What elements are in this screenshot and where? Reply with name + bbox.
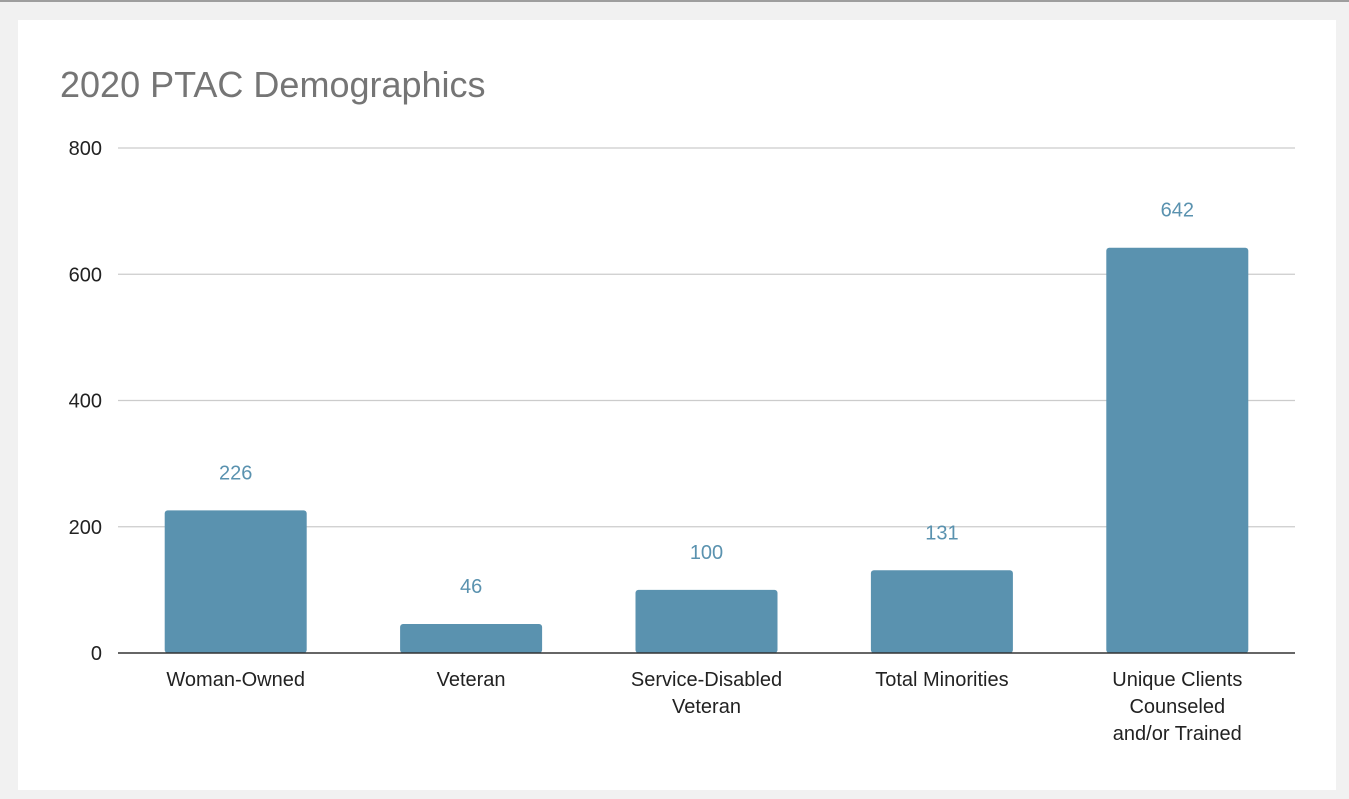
bar [164, 510, 307, 653]
top-divider [0, 0, 1349, 2]
y-tick-label: 200 [69, 517, 102, 539]
y-tick-label: 400 [69, 391, 102, 413]
data-label: 100 [690, 542, 723, 564]
x-tick-label: Veteran [672, 696, 741, 718]
x-tick-label: and/or Trained [1113, 723, 1242, 745]
x-tick-label: Woman-Owned [166, 669, 305, 691]
bar [635, 589, 778, 653]
x-tick-label: Counseled [1129, 696, 1225, 718]
data-label: 642 [1161, 200, 1194, 222]
x-tick-label: Total Minorities [875, 669, 1008, 691]
data-label: 46 [460, 576, 482, 598]
y-tick-label: 800 [69, 138, 102, 160]
data-label: 226 [219, 462, 252, 484]
bar [1106, 247, 1249, 654]
x-tick-label: Service-Disabled [631, 669, 782, 691]
y-tick-label: 0 [91, 643, 102, 665]
y-tick-label: 600 [69, 264, 102, 286]
x-tick-label: Unique Clients [1112, 669, 1242, 691]
bar [870, 570, 1013, 653]
data-label: 131 [925, 522, 958, 544]
chart-card: 2020 PTAC Demographics 0 200 400 600 800 226 W… [18, 20, 1336, 790]
bar [400, 623, 543, 653]
x-tick-label: Veteran [437, 669, 506, 691]
chart-title: 2020 PTAC Demographics [60, 64, 486, 105]
bar-chart: 0 200 400 600 800 226 Woman-Owned 46 Veteran 100 S… [69, 138, 1295, 745]
